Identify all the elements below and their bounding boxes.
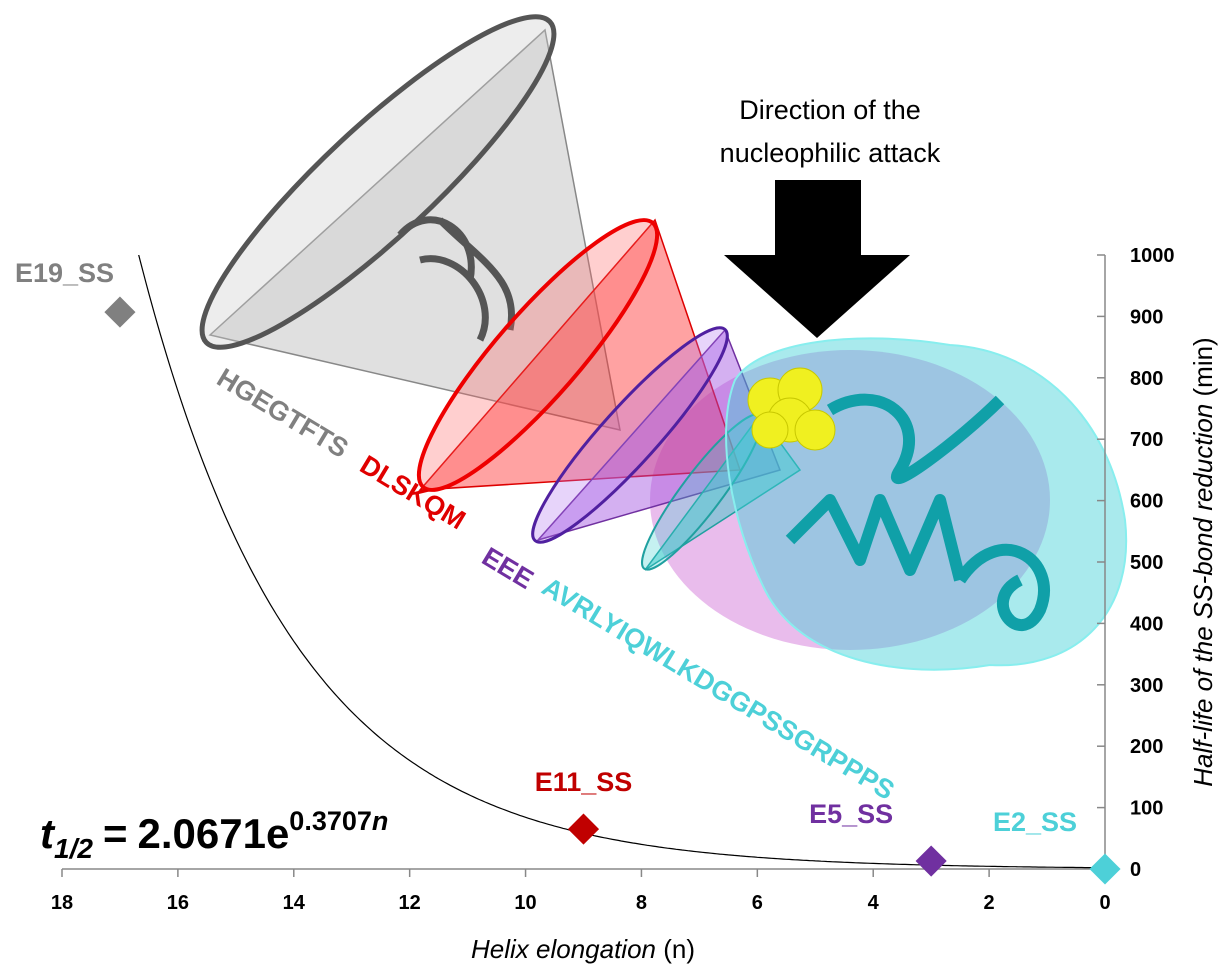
y-tick-label: 400	[1130, 613, 1163, 635]
y-tick-label: 300	[1130, 675, 1163, 697]
point-label: E5_SS	[809, 799, 893, 829]
x-axis-label: Helix elongation (n)	[471, 934, 695, 964]
point	[568, 814, 599, 845]
y-axis-label: Half-life of the SS-bond reduction (min)	[1188, 337, 1218, 786]
y-tick-label: 500	[1130, 552, 1163, 574]
y-tick-label: 800	[1130, 368, 1163, 390]
x-tick-label: 12	[399, 892, 421, 914]
x-tick-label: 0	[1099, 892, 1110, 914]
sequence-label: EEE	[477, 541, 539, 595]
point	[104, 297, 135, 328]
arrow-head	[724, 255, 910, 338]
x-tick-label: 14	[283, 892, 306, 914]
x-tick-label: 4	[868, 892, 880, 914]
sequence-label: HGEGTFTS	[212, 362, 353, 463]
illustration	[169, 0, 1127, 670]
y-tick-label: 0	[1130, 859, 1141, 881]
point	[916, 845, 947, 876]
annotation-line: nucleophilic attack	[720, 138, 941, 168]
x-tick-label: 8	[636, 892, 647, 914]
eq-base: e	[266, 810, 289, 857]
x-label-text: Helix elongation	[471, 934, 656, 964]
x-tick-label: 16	[167, 892, 189, 914]
point-label: E19_SS	[15, 258, 114, 288]
y-tick-label: 900	[1130, 306, 1163, 328]
x-tick-label: 2	[984, 892, 995, 914]
x-tick-label: 18	[51, 892, 73, 914]
y-label-text: Half-life of the SS-bond reduction	[1188, 404, 1218, 787]
eq-equals: =	[103, 810, 128, 857]
eq-exponent: 0.3707	[289, 806, 372, 836]
point	[1089, 853, 1120, 884]
eq-coefficient: 2.0671	[137, 810, 265, 857]
eq-subscript: 1/2	[54, 833, 93, 864]
y-tick-label: 700	[1130, 429, 1163, 451]
figure: Direction of the nucleophilic attack Hel…	[0, 0, 1224, 967]
eq-variable: n	[372, 806, 389, 836]
y-label-unit: (min)	[1188, 337, 1218, 396]
x-tick-label: 10	[514, 892, 536, 914]
point-label: E2_SS	[993, 807, 1077, 837]
y-tick-label: 600	[1130, 491, 1163, 513]
fit-equation: t1/2=2.0671e0.3707n	[40, 806, 388, 864]
y-tick-label: 200	[1130, 736, 1163, 758]
y-tick-label: 100	[1130, 798, 1163, 820]
x-tick-label: 6	[752, 892, 763, 914]
arrow-shaft	[775, 180, 861, 256]
annotation-line: Direction of the	[739, 95, 921, 125]
x-label-unit: (n)	[663, 934, 695, 964]
y-tick-label: 1000	[1130, 245, 1175, 267]
point-label: E11_SS	[535, 767, 633, 797]
